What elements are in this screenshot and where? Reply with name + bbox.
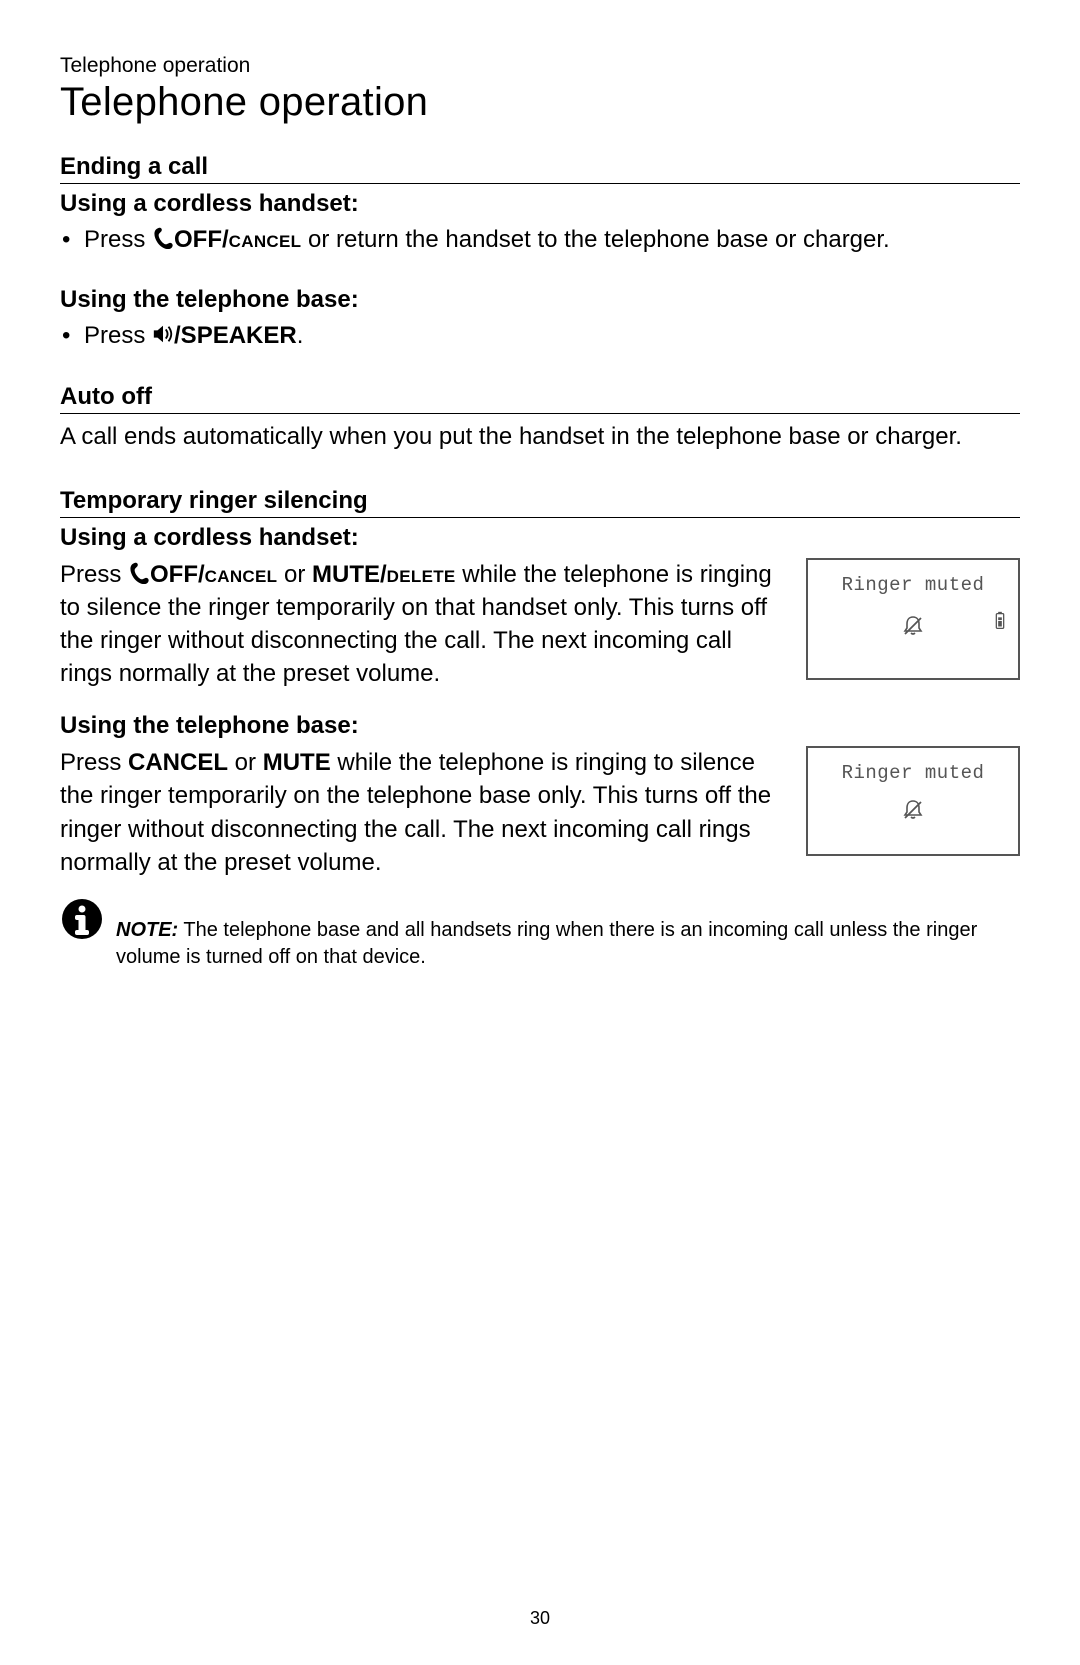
t2: Press xyxy=(60,749,128,776)
page-number: 30 xyxy=(0,1608,1080,1629)
section-temp-ringer: Temporary ringer silencing xyxy=(60,487,1020,518)
btn-cancel-2: cancel xyxy=(205,561,278,588)
btn-speaker: /SPEAKER xyxy=(174,322,297,349)
lcd-line1: Ringer muted xyxy=(818,574,1008,596)
sub-using-base-2: Using the telephone base: xyxy=(60,712,1020,740)
text-rest: or return the handset to the telephone b… xyxy=(301,226,889,253)
note-text: NOTE: The telephone base and all handset… xyxy=(116,897,1020,971)
bullet-end-call-handset: Press OFF/cancel or return the handset t… xyxy=(84,224,1020,256)
sub-using-handset-2: Using a cordless handset: xyxy=(60,524,1020,552)
note-label: NOTE: xyxy=(116,919,178,941)
lcd-base: Ringer muted xyxy=(806,746,1020,856)
ringer-handset-body: Press OFF/cancel or MUTE/delete while th… xyxy=(60,558,788,690)
section-ending-a-call: Ending a call xyxy=(60,153,1020,184)
sub-using-base-1: Using the telephone base: xyxy=(60,286,1020,314)
btn-off-2: OFF/ xyxy=(150,561,205,588)
btn-mute: MUTE/ xyxy=(312,561,387,588)
text-press: Press xyxy=(84,226,152,253)
sub-using-handset-1: Using a cordless handset: xyxy=(60,190,1020,218)
note-block: NOTE: The telephone base and all handset… xyxy=(60,897,1020,971)
page-title: Telephone operation xyxy=(60,80,1020,125)
lcd-line1-b: Ringer muted xyxy=(818,762,1008,784)
btn-off: OFF/ xyxy=(174,226,229,253)
handset-icon xyxy=(128,562,150,584)
btn-delete: delete xyxy=(387,561,456,588)
btn-mute-2: MUTE xyxy=(263,749,331,776)
lcd-handset: Ringer muted xyxy=(806,558,1020,680)
handset-icon xyxy=(152,227,174,249)
note-body: The telephone base and all handsets ring… xyxy=(116,919,977,968)
battery-icon xyxy=(992,610,1008,632)
auto-off-body: A call ends automatically when you put t… xyxy=(60,420,1020,453)
section-auto-off: Auto off xyxy=(60,383,1020,414)
bell-muted-icon xyxy=(901,614,925,638)
t-or-2: or xyxy=(228,749,263,776)
speaker-icon xyxy=(152,323,174,345)
bullet-end-call-base: Press /SPEAKER. xyxy=(84,320,1020,352)
bell-muted-icon xyxy=(901,798,925,822)
info-icon xyxy=(60,897,104,941)
t1: Press xyxy=(60,561,128,588)
breadcrumb: Telephone operation xyxy=(60,54,1020,78)
text-period: . xyxy=(297,322,304,349)
text-press-2: Press xyxy=(84,322,152,349)
btn-cancel: cancel xyxy=(229,226,302,253)
ringer-base-body: Press CANCEL or MUTE while the telephone… xyxy=(60,746,788,878)
t-or: or xyxy=(277,561,312,588)
btn-cancel-3: CANCEL xyxy=(128,749,228,776)
